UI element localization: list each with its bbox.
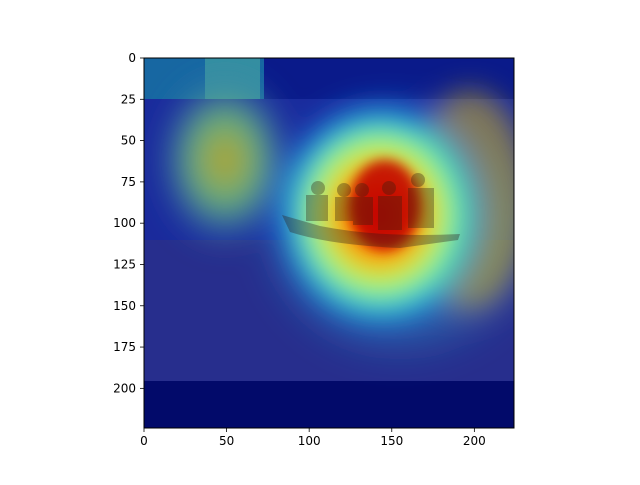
y-tick-label: 150 [113, 299, 136, 313]
heatmap-image [144, 58, 514, 428]
y-tick-label: 100 [113, 216, 136, 230]
x-tick-label: 100 [298, 434, 321, 448]
y-tick-label: 75 [121, 175, 136, 189]
x-tick-label: 50 [219, 434, 234, 448]
plot-frame [143, 57, 515, 429]
x-tick-label: 200 [463, 434, 486, 448]
y-tick-label: 50 [121, 134, 136, 148]
y-tick-label: 0 [128, 51, 136, 65]
y-tick-label: 125 [113, 257, 136, 271]
x-axis: 0 50 100 150 200 [140, 428, 486, 448]
y-tick-label: 25 [121, 92, 136, 106]
y-tick-label: 200 [113, 381, 136, 395]
x-tick-label: 150 [380, 434, 403, 448]
boat-silhouette [282, 173, 460, 248]
y-tick-label: 175 [113, 340, 136, 354]
y-axis: 0 25 50 75 100 125 150 175 200 [113, 51, 144, 395]
x-tick-label: 0 [140, 434, 148, 448]
